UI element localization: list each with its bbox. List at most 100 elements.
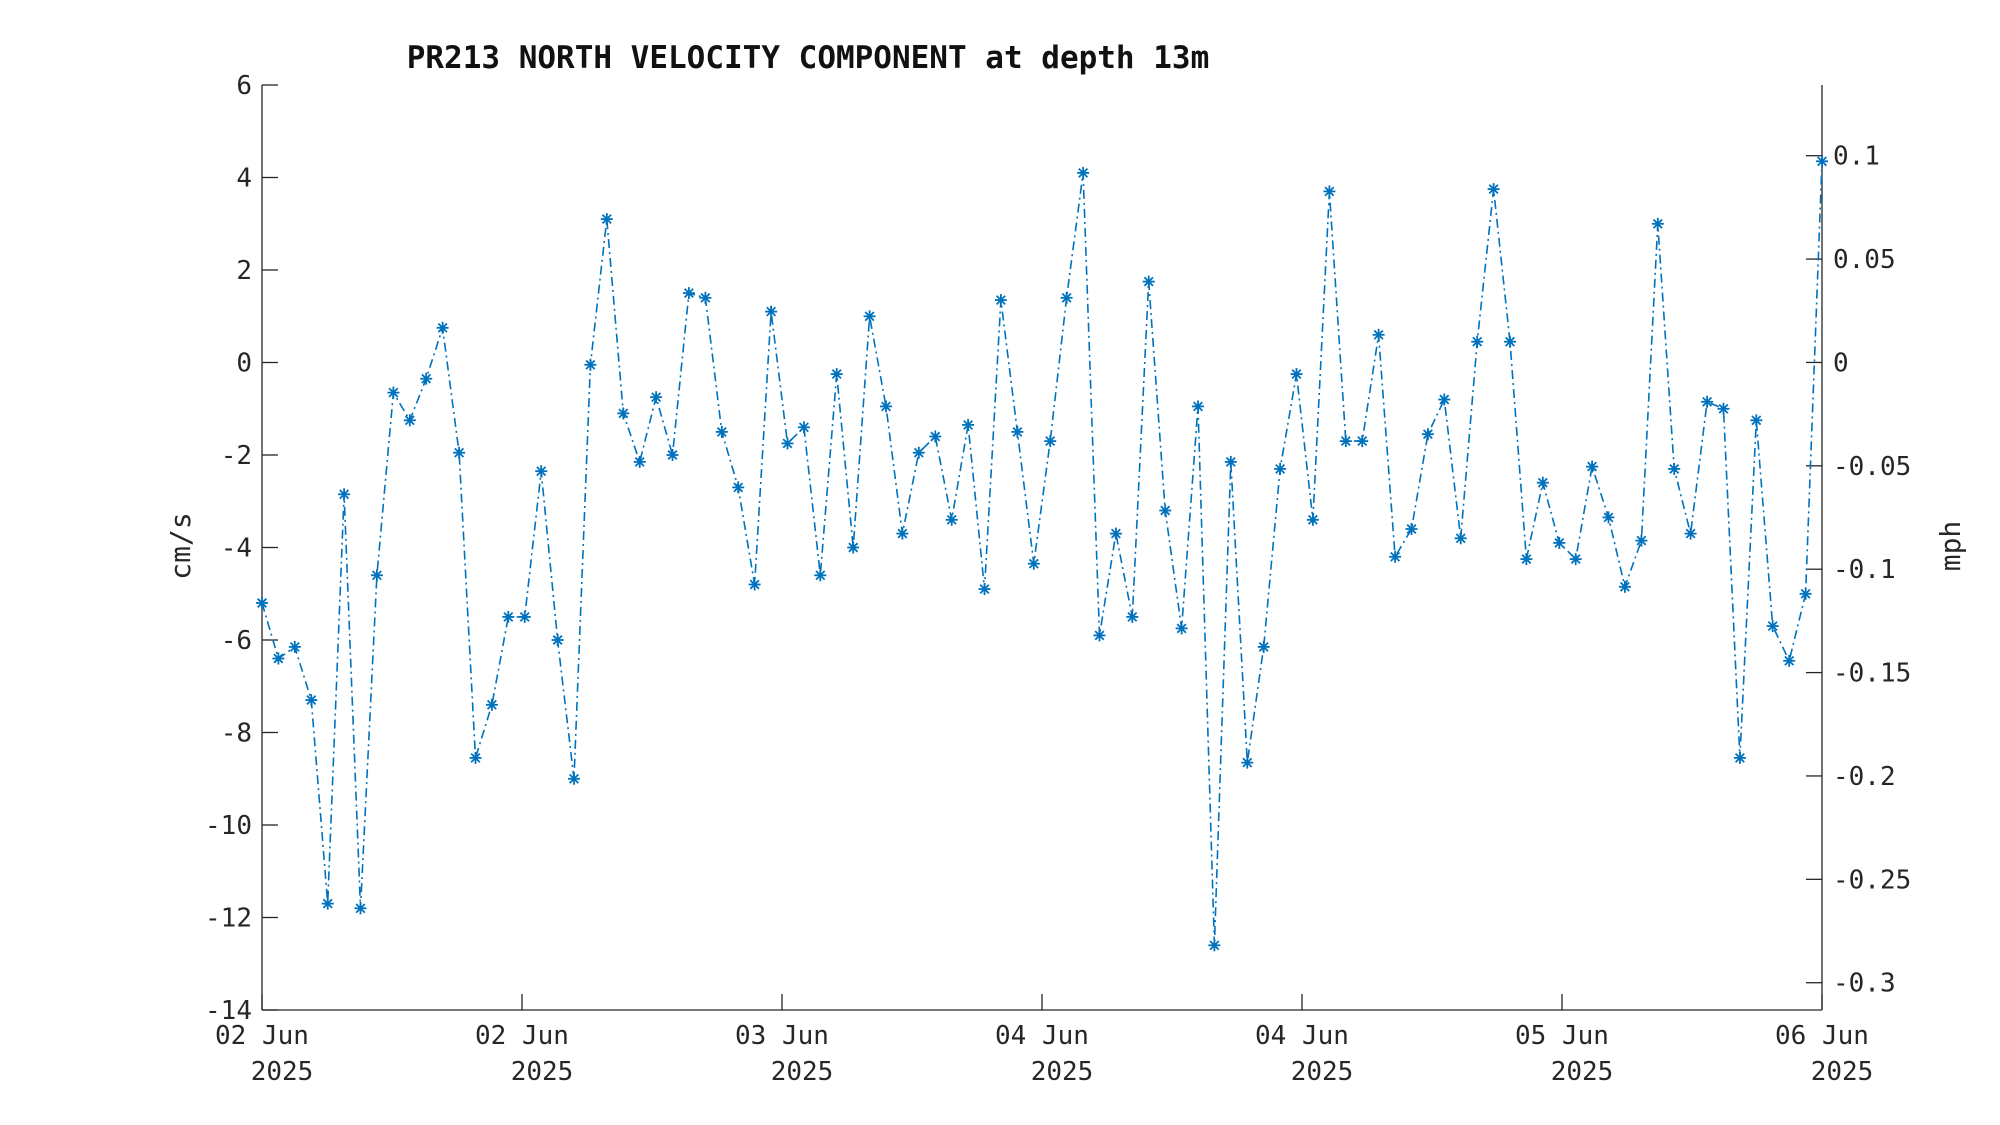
data-point [994, 294, 1007, 307]
data-point [912, 446, 925, 459]
data-point [1208, 939, 1221, 952]
data-point [1241, 756, 1254, 769]
data-point [830, 368, 843, 381]
y2-tick-label: -0.25 [1833, 865, 1911, 895]
data-point [551, 634, 564, 646]
data-point [256, 597, 268, 609]
data-point [1520, 553, 1533, 566]
data-point [1060, 291, 1073, 304]
data-point [338, 488, 351, 501]
data-point [1733, 751, 1746, 764]
x-tick-year-label: 2025 [771, 1057, 834, 1087]
y2-tick-label: 0.1 [1833, 142, 1880, 172]
data-point [1454, 532, 1467, 545]
data-point [945, 513, 958, 526]
data-point [1618, 580, 1631, 593]
data-point [1553, 536, 1566, 549]
y2-tick-label: -0.15 [1833, 659, 1911, 689]
data-point [1651, 217, 1664, 230]
y2-tick-label: 0.05 [1833, 245, 1896, 275]
data-point [518, 610, 531, 623]
data-point [1142, 275, 1155, 288]
data-point [584, 358, 597, 371]
data-point [1044, 435, 1057, 448]
data-point [1668, 462, 1681, 475]
x-tick-day-label: 05 Jun [1515, 1021, 1609, 1051]
data-point [1192, 400, 1204, 413]
data-point [420, 372, 433, 385]
x-tick-day-label: 02 Jun [475, 1021, 569, 1051]
data-point [1011, 425, 1024, 438]
data-point [1586, 460, 1599, 473]
x-tick-year-label: 2025 [251, 1057, 314, 1087]
x-tick-year-label: 2025 [1291, 1057, 1354, 1087]
data-point [1717, 402, 1730, 415]
chart-title: PR213 NORTH VELOCITY COMPONENT at depth … [407, 40, 1210, 76]
data-point [1339, 435, 1352, 448]
data-point [896, 527, 909, 540]
data-point [1438, 393, 1451, 406]
data-point [436, 321, 449, 334]
data-point [403, 414, 416, 427]
data-point [568, 772, 580, 785]
data-point [1602, 511, 1615, 524]
data-point [699, 291, 712, 304]
y-tick-label: 4 [236, 164, 252, 194]
data-point [1783, 654, 1796, 667]
y-tick-label: 2 [236, 256, 252, 286]
y-tick-label: -14 [205, 996, 252, 1026]
y-tick-label: -12 [205, 904, 252, 934]
data-point [617, 407, 630, 420]
data-point [650, 391, 663, 404]
data-point [880, 400, 892, 413]
data-point [633, 455, 646, 468]
x-tick-day-label: 04 Jun [995, 1021, 1089, 1051]
data-point [288, 640, 301, 653]
data-point [370, 569, 383, 582]
data-point [765, 305, 778, 318]
data-point [715, 425, 728, 438]
data-point [1421, 428, 1434, 441]
data-point [1504, 335, 1516, 348]
data-point [1356, 435, 1369, 448]
data-point [1323, 185, 1336, 198]
y-tick-label: -6 [221, 626, 252, 656]
data-point [847, 541, 860, 554]
x-ticks: 02 Jun 2025 02 Jun 2025 03 Jun 2025 04 Jun 2025… [215, 994, 1873, 1087]
data-point [682, 287, 695, 300]
data-point [1274, 462, 1287, 475]
data-point [1405, 523, 1418, 535]
left-y-ticks: 6 4 2 0 -2 -4 -6 -8 -10 -12 -14 [205, 71, 278, 1026]
data-point [929, 430, 942, 443]
y-axis-label: cm/s [164, 512, 197, 579]
data-point [1487, 183, 1500, 196]
y-tick-label: -2 [221, 441, 252, 471]
data-point [1290, 368, 1303, 381]
data-point [600, 213, 613, 226]
data-point [732, 481, 745, 494]
y-tick-label: 0 [236, 349, 252, 379]
y-tick-label: -10 [205, 811, 252, 841]
data-point [1389, 550, 1402, 563]
data-point [1799, 587, 1812, 600]
data-point [1569, 553, 1582, 566]
x-tick-day-label: 06 Jun [1775, 1021, 1869, 1051]
y-tick-label: -4 [221, 534, 252, 564]
data-point [453, 446, 466, 459]
data-point [1027, 557, 1040, 570]
y-tick-label: 6 [236, 71, 252, 101]
y-tick-label: -8 [221, 719, 252, 749]
data-point [1536, 476, 1549, 489]
data-point [1684, 527, 1697, 540]
data-point [1306, 513, 1319, 526]
data-point [1109, 527, 1122, 540]
axes [261, 85, 1823, 1011]
data-point [1126, 610, 1139, 623]
data-point [485, 698, 498, 711]
series-north-velocity [256, 155, 1828, 952]
data-point [748, 578, 761, 591]
data-point [1816, 155, 1828, 168]
data-point [1635, 534, 1648, 547]
data-point [1175, 622, 1188, 635]
